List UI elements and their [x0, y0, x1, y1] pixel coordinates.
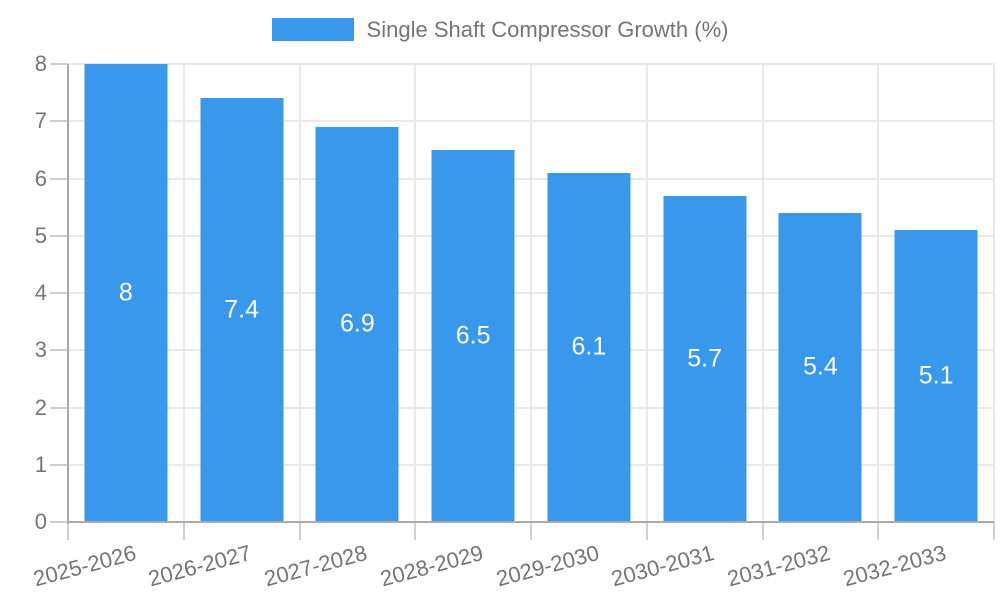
- bar-value-label: 6.5: [455, 321, 491, 350]
- y-axis-label: 0: [34, 509, 47, 534]
- v-gridline: [993, 64, 995, 522]
- x-axis-tick: [414, 522, 417, 540]
- x-axis-label: 2029-2030: [493, 540, 602, 592]
- y-axis-tick: [50, 406, 68, 409]
- plot-area: 8 7.4 6.9 6.5 6.1 5.7 5.4 5.1: [68, 63, 995, 522]
- x-axis-line: [68, 521, 994, 523]
- legend-label: Single Shaft Compressor Growth (%): [366, 17, 729, 42]
- x-axis-tick: [993, 522, 995, 540]
- y-axis-tick: [50, 177, 68, 180]
- y-axis-tick: [50, 234, 68, 237]
- v-gridline: [761, 64, 764, 522]
- bar[interactable]: 6.1: [547, 172, 631, 522]
- bar[interactable]: 5.1: [894, 230, 978, 522]
- y-axis-tick: [50, 120, 68, 123]
- x-axis-label: 2032-2033: [840, 540, 949, 592]
- x-axis-tick: [67, 522, 69, 540]
- y-axis-label: 8: [34, 51, 47, 76]
- x-axis-tick: [182, 522, 185, 540]
- bar-value-label: 8: [118, 278, 133, 307]
- x-axis-label: 2031-2032: [724, 540, 833, 592]
- y-axis-label: 3: [34, 337, 47, 363]
- y-axis-label: 6: [34, 165, 47, 191]
- x-axis-label: 2026-2027: [145, 540, 255, 592]
- x-axis-tick: [530, 522, 532, 540]
- legend[interactable]: Single Shaft Compressor Growth (%): [0, 18, 1000, 41]
- y-axis-label: 7: [34, 108, 47, 134]
- y-axis-label: 2: [34, 394, 47, 420]
- y-axis-label: 4: [34, 280, 47, 305]
- y-axis-label: 1: [34, 451, 47, 477]
- v-gridline: [877, 64, 880, 522]
- x-axis-label: 2028-2029: [377, 540, 486, 592]
- bar[interactable]: 7.4: [200, 98, 284, 522]
- x-axis-label: 2025-2026: [30, 540, 139, 592]
- bar-value-label: 5.4: [802, 352, 838, 381]
- v-gridline: [414, 64, 417, 522]
- bar[interactable]: 8: [84, 64, 168, 522]
- x-axis-tick: [645, 522, 648, 540]
- v-gridline: [298, 64, 301, 522]
- y-axis-tick: [50, 292, 68, 294]
- y-axis-tick: [50, 63, 68, 65]
- y-axis-tick: [50, 463, 68, 466]
- bar-value-label: 6.9: [339, 309, 375, 338]
- x-axis-tick: [298, 522, 301, 540]
- x-axis-label: 2030-2031: [608, 540, 718, 592]
- bar[interactable]: 6.5: [431, 149, 515, 522]
- bar[interactable]: 5.4: [778, 212, 862, 522]
- bar[interactable]: 6.9: [315, 126, 399, 522]
- x-axis-label: 2027-2028: [261, 540, 370, 592]
- y-axis-label: 5: [34, 222, 47, 248]
- v-gridline: [530, 64, 532, 522]
- bar-value-label: 5.7: [687, 344, 722, 373]
- y-axis-tick: [50, 521, 68, 523]
- legend-swatch: [271, 18, 354, 41]
- y-axis-tick: [50, 349, 68, 352]
- v-gridline: [182, 64, 185, 522]
- x-axis-tick: [761, 522, 764, 540]
- bar-value-label: 7.4: [224, 295, 259, 324]
- bar-value-label: 6.1: [571, 332, 607, 361]
- v-gridline: [645, 64, 648, 522]
- x-axis-tick: [877, 522, 880, 540]
- y-axis-line: [67, 64, 69, 524]
- bar[interactable]: 5.7: [663, 195, 747, 522]
- bar-value-label: 5.1: [918, 361, 954, 390]
